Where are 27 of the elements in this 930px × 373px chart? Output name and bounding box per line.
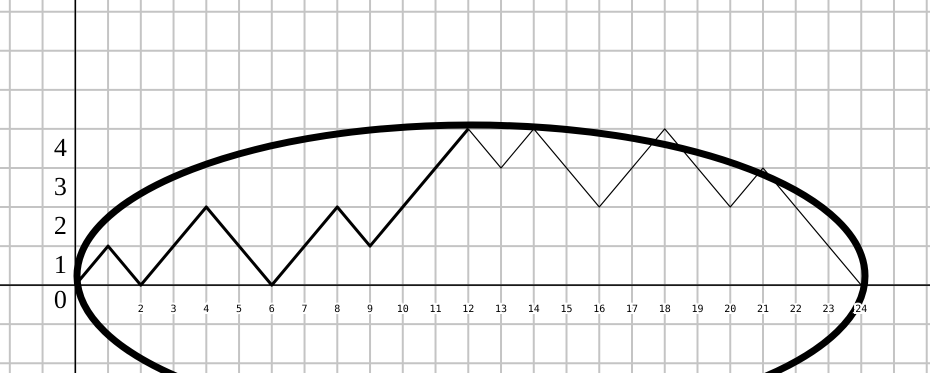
x-tick-label: 15 <box>560 304 573 316</box>
x-tick-label: 16 <box>593 304 606 316</box>
x-tick-label: 19 <box>691 304 704 316</box>
x-tick-label: 13 <box>495 304 508 316</box>
x-tick-label: 11 <box>430 304 442 316</box>
y-tick-label: 0 <box>54 285 67 314</box>
x-tick-label: 9 <box>367 304 374 316</box>
y-tick-label: 2 <box>54 211 67 240</box>
x-tick-label: 8 <box>334 304 340 316</box>
x-tick-label: 10 <box>396 304 409 316</box>
x-tick-label: 22 <box>790 304 802 316</box>
x-tick-label: 7 <box>302 304 308 316</box>
x-tick-label: 23 <box>822 304 835 316</box>
y-tick-label: 1 <box>54 250 67 280</box>
x-tick-label: 20 <box>724 304 736 316</box>
x-tick-label: 5 <box>236 304 242 316</box>
y-tick-label: 3 <box>54 172 67 201</box>
x-tick-label: 2 <box>138 304 144 316</box>
x-tick-label: 17 <box>626 304 638 316</box>
x-tick-label: 6 <box>268 304 275 316</box>
x-tick-label: 21 <box>756 304 770 316</box>
y-tick-label: 4 <box>54 132 67 162</box>
x-tick-label: 14 <box>528 304 540 316</box>
x-tick-label: 18 <box>658 304 671 316</box>
x-tick-label: 3 <box>170 304 177 316</box>
x-tick-label: 12 <box>462 304 474 316</box>
x-tick-label: 4 <box>203 304 210 316</box>
